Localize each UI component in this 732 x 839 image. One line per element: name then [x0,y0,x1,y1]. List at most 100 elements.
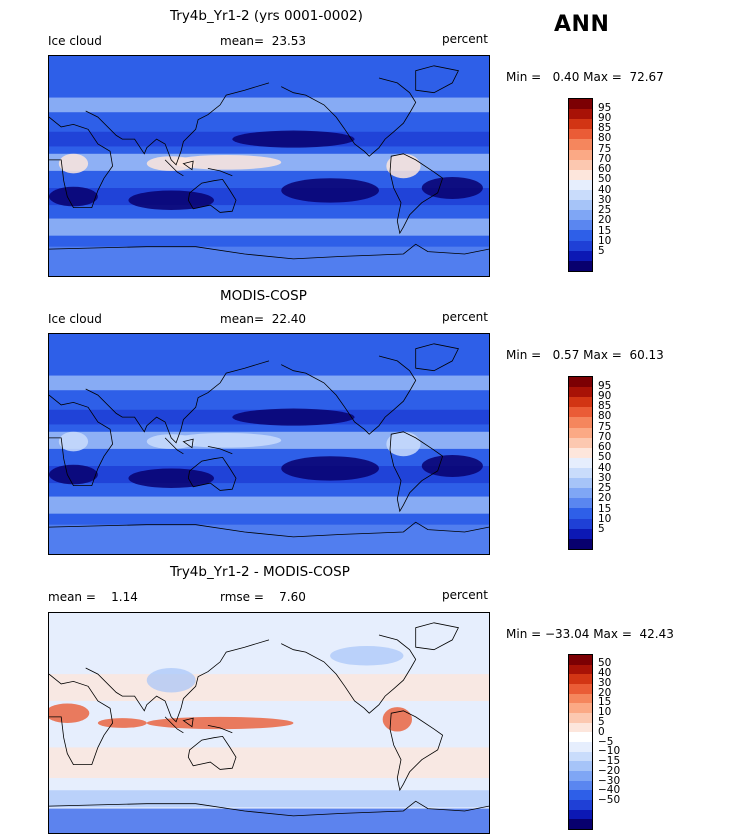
colorbar-label: 90 [598,111,612,124]
coastline-path [281,355,417,435]
coastline-path [281,77,417,157]
colorbar-swatch [569,712,592,723]
colorbar-swatch [569,780,592,791]
colorbar-swatch [569,129,592,140]
colorbar-swatch [569,751,592,762]
coastline-path [164,716,184,734]
colorbar-label: 75 [598,420,612,433]
colorbar-label: 40 [598,461,612,474]
colorbar-label: 15 [598,224,612,237]
panel1-title: Try4b_Yr1-2 (yrs 0001-0002) [170,8,363,24]
colorbar-swatch [569,655,592,665]
colorbar-label: 40 [598,667,612,680]
field-convective-core [386,153,421,179]
colorbar-swatch [569,674,592,684]
colorbar-swatch [569,447,592,458]
field-dry-core [49,464,98,485]
field-storm-track [49,97,489,113]
field-negative-core [330,646,404,666]
coastline-path [49,394,114,486]
colorbar-swatch [569,488,592,499]
panel2-units: percent [442,310,488,324]
colorbar-label: 5 [598,523,605,536]
field-dry-core [49,186,98,207]
colorbar-label: 95 [598,101,612,114]
colorbar-label: 40 [598,183,612,196]
colorbar-label: 85 [598,122,612,135]
panel1-map-field [49,56,489,276]
field-dry-core [128,190,214,211]
colorbar-swatch [569,457,592,468]
colorbar-swatch [569,159,592,170]
field-polar [49,808,489,833]
field-dry-core [281,456,379,481]
field-positive-core [382,707,413,732]
field-convective-core [146,434,196,449]
colorbar-label: 30 [598,193,612,206]
panel3-minmax: Min = −33.04 Max = 42.43 [506,627,674,641]
colorbar-swatch [569,693,592,704]
colorbar-swatch [569,819,592,829]
colorbar-swatch [569,169,592,180]
colorbar-label: −40 [598,784,621,797]
colorbar-swatch [569,664,592,675]
colorbar-swatch [569,722,592,733]
colorbar-swatch [569,99,592,110]
colorbar-swatch [569,478,592,489]
colorbar-swatch [569,683,592,694]
panel2-colorbar [568,376,593,550]
colorbar-swatch [569,109,592,120]
panel1-variable: Ice cloud [48,34,102,48]
field-dry-core [421,455,483,477]
field-polar [49,524,489,554]
field-storm-track [49,218,489,236]
coastline-path [49,116,114,208]
coastline-path [164,159,184,177]
coastline-path [389,431,444,513]
field-band [49,674,489,701]
coastline-path [415,622,459,651]
colorbar-label: 25 [598,204,612,217]
colorbar-label: 60 [598,441,612,454]
field-convective-core [146,156,196,171]
colorbar-label: 85 [598,400,612,413]
coastline-path [49,521,489,538]
colorbar-label: −20 [598,764,621,777]
colorbar-swatch [569,518,592,529]
field-convective-core [58,153,89,174]
coastline-path [415,343,459,372]
colorbar-swatch [569,149,592,160]
colorbar-swatch [569,703,592,713]
colorbar-swatch [569,809,592,820]
field-dry-core [421,177,483,199]
field-negative-core [146,668,196,693]
colorbar-label: 70 [598,152,612,165]
panel1-map [48,55,490,277]
field-negative-band [49,790,489,808]
colorbar-swatch [569,770,592,781]
panel3-colorbar [568,654,593,830]
colorbar-swatch [569,200,592,211]
coastline-path [281,634,417,714]
colorbar-label: 10 [598,234,612,247]
colorbar-label: 75 [598,142,612,155]
panel2-mean: mean= 22.40 [220,312,307,326]
coastline-path [187,735,237,770]
season-label: ANN [554,12,610,37]
panel1-colorbar [568,98,593,272]
panel1-units: percent [442,32,488,46]
coastline-path [49,243,489,260]
coastline-path [49,673,114,765]
colorbar-swatch [569,761,592,771]
colorbar-swatch [569,467,592,479]
colorbar-label: −5 [598,735,614,748]
coastline-path [85,639,270,723]
colorbar-swatch [569,528,592,539]
colorbar-label: 30 [598,676,612,689]
field-convective-core [386,431,421,457]
colorbar-label: 50 [598,657,612,670]
colorbar-swatch [569,230,592,241]
colorbar-label: 80 [598,132,612,145]
colorbar-swatch [569,417,592,428]
colorbar-swatch [569,220,592,231]
